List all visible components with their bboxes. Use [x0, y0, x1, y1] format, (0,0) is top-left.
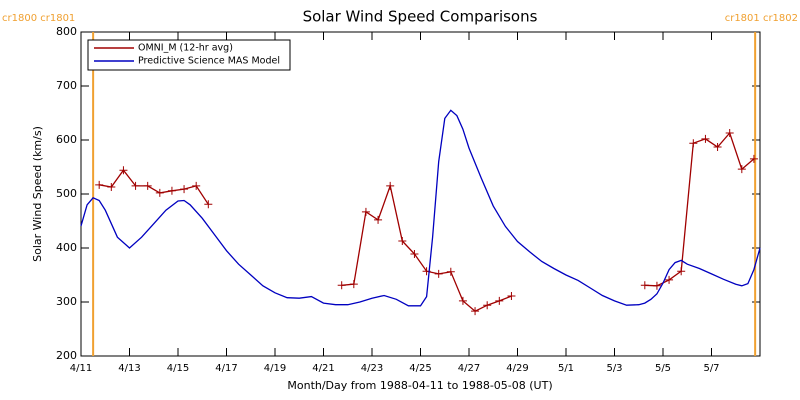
point-marker [192, 181, 201, 190]
point-marker [725, 128, 734, 137]
point-marker [483, 301, 492, 310]
point-marker [95, 180, 104, 189]
point-marker [167, 186, 176, 195]
point-marker [337, 281, 346, 290]
point-marker [665, 275, 674, 284]
chart-title: Solar Wind Speed Comparisons [303, 8, 538, 26]
point-marker [410, 249, 419, 258]
point-marker [458, 296, 467, 305]
x-tick-label: 4/13 [118, 363, 140, 374]
point-marker [155, 188, 164, 197]
x-tick-label: 4/11 [70, 363, 92, 374]
series-line [99, 131, 755, 312]
x-tick-label: 5/3 [606, 363, 622, 374]
x-tick-label: 4/27 [458, 363, 480, 374]
point-marker [446, 267, 455, 276]
point-marker [434, 269, 443, 278]
x-tick-label: 4/25 [409, 363, 431, 374]
plot-frame [80, 31, 761, 357]
point-marker [749, 154, 758, 163]
point-marker [398, 236, 407, 245]
point-marker [471, 307, 480, 316]
point-marker [737, 165, 746, 174]
point-marker [204, 200, 213, 209]
point-marker [131, 181, 140, 190]
x-tick-label: 5/7 [703, 363, 719, 374]
y-tick-label: 700 [56, 79, 77, 92]
point-marker [640, 281, 649, 290]
rotation-label: cr1800 cr1801 [2, 13, 75, 24]
y-axis-label: Solar Wind Speed (km/s) [31, 126, 44, 262]
point-marker [689, 139, 698, 148]
y-tick-label: 400 [56, 241, 77, 254]
series-line [80, 109, 761, 307]
y-tick-label: 600 [56, 133, 77, 146]
y-tick-label: 800 [56, 25, 77, 38]
point-marker [701, 134, 710, 143]
y-tick-label: 500 [56, 187, 77, 200]
point-marker [713, 143, 722, 152]
x-axis-label: Month/Day from 1988-04-11 to 1988-05-08 … [287, 379, 552, 392]
point-marker [180, 185, 189, 194]
y-tick-label: 300 [56, 295, 77, 308]
x-tick-label: 4/23 [361, 363, 383, 374]
x-tick-label: 4/21 [312, 363, 334, 374]
point-marker [119, 166, 128, 175]
point-marker [495, 296, 504, 305]
legend-box [87, 39, 291, 71]
point-marker [374, 215, 383, 224]
point-marker [652, 281, 661, 290]
y-tick-label: 200 [56, 349, 77, 362]
x-tick-label: 5/5 [655, 363, 671, 374]
point-marker [349, 280, 358, 289]
x-tick-label: 4/29 [506, 363, 528, 374]
rotation-label: cr1801 cr1802 [725, 13, 798, 24]
point-marker [507, 292, 516, 301]
point-marker [677, 267, 686, 276]
x-tick-label: 4/19 [264, 363, 286, 374]
x-tick-label: 5/1 [558, 363, 574, 374]
point-marker [143, 181, 152, 190]
point-marker [107, 182, 116, 191]
x-tick-label: 4/15 [167, 363, 189, 374]
point-marker [386, 181, 395, 190]
point-marker [361, 207, 370, 216]
legend-label: Predictive Science MAS Model [138, 56, 280, 67]
legend-label: OMNI_M (12-hr avg) [138, 43, 233, 54]
x-tick-label: 4/17 [215, 363, 237, 374]
